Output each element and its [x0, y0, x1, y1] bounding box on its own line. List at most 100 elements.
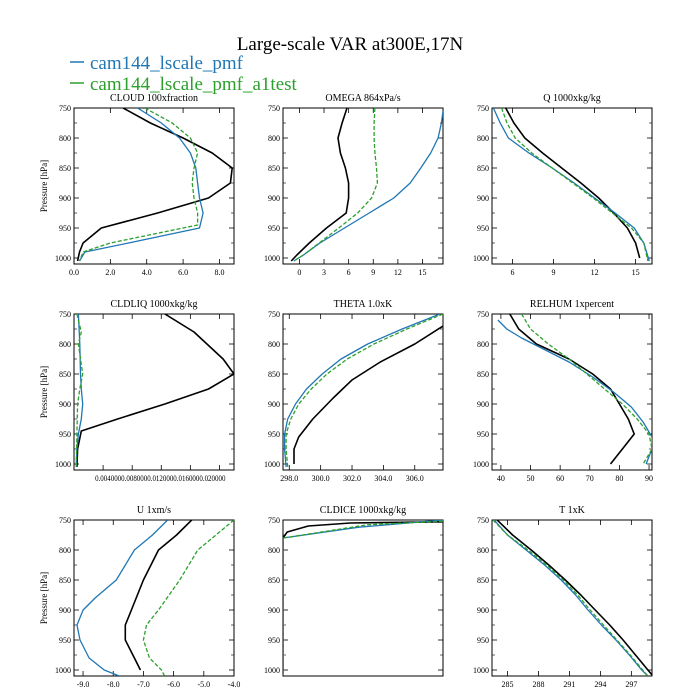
x-tick-label: -5.0: [197, 680, 210, 689]
series-line-1: [509, 314, 635, 465]
panel-title: CLDICE 1000xkg/kg: [320, 505, 406, 516]
x-tick-label: 298.0: [280, 474, 298, 483]
series-line-3: [521, 314, 652, 465]
series-line-2: [283, 314, 441, 468]
x-tick-label: 9: [371, 268, 375, 277]
y-tick-label: 1000: [55, 254, 71, 263]
x-tick-label: 306.0: [406, 474, 424, 483]
x-tick-label: 297: [625, 680, 637, 689]
x-tick-label: 294: [594, 680, 606, 689]
y-tick-label: 900: [59, 194, 71, 203]
y-tick-label: 850: [477, 164, 489, 173]
legend-label-1: cam144_lscale_pmf: [90, 53, 244, 74]
y-tick-label: 900: [268, 400, 280, 409]
panels: CLOUD 100xfraction75080085090095010000.0…: [39, 93, 653, 689]
panel-title: U 1xm/s: [137, 505, 171, 516]
series-group: [290, 108, 443, 262]
x-tick-label: 6: [511, 268, 515, 277]
panel-title: OMEGA 864xPa/s: [325, 93, 400, 104]
y-tick-label: 750: [477, 310, 489, 319]
x-tick-label: 288: [532, 680, 544, 689]
series-line-1: [496, 520, 652, 676]
x-tick-label: 40: [497, 474, 505, 483]
series-line-3: [283, 520, 443, 673]
series-line-3: [142, 520, 234, 676]
x-tick-label: 3: [322, 268, 326, 277]
series-group: [283, 314, 443, 468]
y-tick-label: 850: [59, 576, 71, 585]
x-tick-label: 285: [501, 680, 513, 689]
plot-frame: [73, 313, 235, 471]
y-tick-label: 850: [268, 370, 280, 379]
y-tick-label: 950: [59, 636, 71, 645]
series-line-2: [78, 108, 204, 262]
figure-title: Large-scale VAR at300E,17N: [237, 34, 464, 55]
series-group: [492, 108, 650, 262]
x-tick-label: 6: [347, 268, 351, 277]
plot-frame: [491, 313, 653, 471]
series-line-3: [78, 108, 199, 262]
plot-frame: [491, 107, 653, 265]
plot-frame: [491, 519, 653, 677]
y-tick-label: 800: [268, 546, 280, 555]
x-tick-label: 0: [297, 268, 301, 277]
y-tick-label: 950: [59, 430, 71, 439]
x-tick-label: 12: [394, 268, 402, 277]
y-tick-label: 850: [268, 164, 280, 173]
y-tick-label: 750: [59, 104, 71, 113]
series-line-3: [285, 314, 443, 468]
series-line-3: [492, 520, 649, 676]
legend-label-2: cam144_lscale_pmf_a1test: [90, 74, 298, 95]
y-tick-label: 800: [477, 340, 489, 349]
y-tick-label: 750: [268, 310, 280, 319]
plot-frame: [73, 519, 235, 677]
series-line-1: [124, 520, 193, 671]
x-tick-label: -6.0: [167, 680, 180, 689]
series-line-3: [293, 108, 379, 262]
panel-6: RELHUM 1xpercent 750 800 850 900 950 1000 40 50 6…: [473, 299, 653, 483]
y-tick-label: 800: [268, 340, 280, 349]
x-tick-label: 8.0: [214, 268, 224, 277]
y-tick-label: 950: [477, 636, 489, 645]
y-tick-label: 1000: [264, 460, 280, 469]
y-tick-label: 900: [268, 194, 280, 203]
series-line-2: [493, 520, 649, 676]
y-tick-label: 1000: [473, 460, 489, 469]
plot-frame: [282, 519, 444, 677]
x-tick-label: 9: [552, 268, 556, 277]
panel-title: RELHUM 1xpercent: [530, 299, 614, 310]
y-tick-label: 1000: [55, 666, 71, 675]
y-tick-label: 800: [59, 134, 71, 143]
y-tick-label: 800: [477, 134, 489, 143]
plot-frame: [282, 313, 444, 471]
y-tick-label: 1000: [264, 254, 280, 263]
series-line-1: [293, 325, 443, 464]
y-tick-label: 750: [477, 104, 489, 113]
panel-title: CLDLIQ 1000xkg/kg: [111, 299, 198, 310]
x-tick-label: -7.0: [137, 680, 150, 689]
series-line-2: [75, 314, 84, 468]
panel-9: T 1xK 750 800 850 900 950 1000 285 288 291 294 297: [473, 505, 653, 689]
series-line-2: [497, 319, 652, 465]
y-tick-label: 900: [477, 606, 489, 615]
panel-1: CLOUD 100xfraction 750 800 850 900 950 1000 0.0…: [39, 93, 235, 277]
y-tick-label: 900: [59, 400, 71, 409]
y-tick-label: 950: [268, 636, 280, 645]
x-tick-label: 0.0: [69, 268, 79, 277]
y-tick-label: 750: [268, 104, 280, 113]
y-tick-label: 1000: [264, 666, 280, 675]
x-tick-label: 60: [556, 474, 564, 483]
series-line-1: [283, 521, 443, 673]
series-line-2: [492, 108, 650, 262]
y-axis-label: Pressure [hPa]: [39, 366, 49, 418]
y-tick-label: 750: [268, 516, 280, 525]
x-tick-label: 15: [632, 268, 640, 277]
x-tick-label: 12: [591, 268, 599, 277]
y-tick-label: 750: [59, 516, 71, 525]
y-axis-label: Pressure [hPa]: [39, 572, 49, 624]
x-tick-label: 90: [645, 474, 653, 483]
y-tick-label: 750: [59, 310, 71, 319]
panel-7: U 1xm/s 750 800 850 900 950 1000 -9.0 -8.0 -7.0 -6…: [39, 505, 240, 689]
